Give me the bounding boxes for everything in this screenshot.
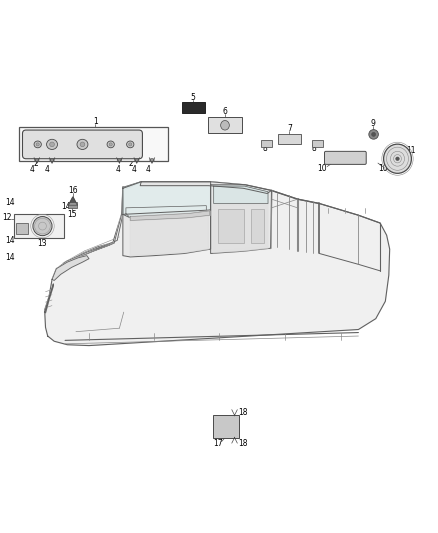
Text: 14: 14 xyxy=(61,202,71,211)
Ellipse shape xyxy=(129,143,132,146)
FancyBboxPatch shape xyxy=(261,140,272,147)
FancyBboxPatch shape xyxy=(16,223,28,234)
Text: 18: 18 xyxy=(238,439,248,448)
Polygon shape xyxy=(69,197,77,205)
Ellipse shape xyxy=(49,142,54,147)
Ellipse shape xyxy=(117,158,122,161)
Ellipse shape xyxy=(50,158,54,161)
Ellipse shape xyxy=(127,141,134,148)
Ellipse shape xyxy=(80,142,85,147)
FancyBboxPatch shape xyxy=(182,102,205,112)
Text: 5: 5 xyxy=(191,93,196,102)
Text: 1: 1 xyxy=(93,117,98,126)
Text: 12: 12 xyxy=(3,213,12,222)
Ellipse shape xyxy=(134,158,139,161)
Ellipse shape xyxy=(384,144,411,173)
Text: 16: 16 xyxy=(68,186,78,195)
Text: 4: 4 xyxy=(116,165,121,174)
FancyBboxPatch shape xyxy=(251,209,264,244)
Ellipse shape xyxy=(46,139,57,149)
Ellipse shape xyxy=(221,120,230,130)
Text: 7: 7 xyxy=(287,124,292,133)
FancyBboxPatch shape xyxy=(219,209,244,244)
Text: 4: 4 xyxy=(45,165,49,174)
FancyBboxPatch shape xyxy=(325,151,366,164)
Text: 6: 6 xyxy=(223,107,227,116)
Polygon shape xyxy=(123,210,211,257)
Text: 11: 11 xyxy=(406,147,415,156)
Text: 4: 4 xyxy=(132,165,137,174)
Polygon shape xyxy=(215,205,266,251)
FancyBboxPatch shape xyxy=(278,134,301,144)
Text: 9: 9 xyxy=(371,119,376,127)
Ellipse shape xyxy=(36,143,39,146)
Ellipse shape xyxy=(396,157,399,160)
Ellipse shape xyxy=(77,139,88,149)
Polygon shape xyxy=(45,182,390,345)
Text: 18: 18 xyxy=(238,408,248,417)
Text: 4: 4 xyxy=(29,165,34,174)
Polygon shape xyxy=(59,188,123,268)
Text: 10: 10 xyxy=(378,164,388,173)
Text: 14: 14 xyxy=(5,198,15,207)
Text: 17: 17 xyxy=(213,439,223,448)
Ellipse shape xyxy=(369,130,378,139)
Text: 4: 4 xyxy=(146,165,151,174)
Polygon shape xyxy=(45,284,53,313)
Text: 3: 3 xyxy=(64,152,69,161)
FancyBboxPatch shape xyxy=(68,202,77,208)
Text: 10: 10 xyxy=(318,164,327,173)
Polygon shape xyxy=(52,256,89,280)
Text: 2: 2 xyxy=(33,159,38,168)
FancyBboxPatch shape xyxy=(312,140,323,147)
Text: 8: 8 xyxy=(262,144,267,154)
Ellipse shape xyxy=(109,143,112,146)
Ellipse shape xyxy=(107,141,114,148)
Ellipse shape xyxy=(35,158,39,161)
Text: 8: 8 xyxy=(312,144,316,154)
Text: 14: 14 xyxy=(5,236,15,245)
Polygon shape xyxy=(130,215,208,256)
FancyBboxPatch shape xyxy=(22,130,142,159)
Text: 15: 15 xyxy=(67,210,77,219)
Ellipse shape xyxy=(372,132,375,136)
FancyBboxPatch shape xyxy=(208,117,241,133)
Polygon shape xyxy=(130,211,210,221)
FancyBboxPatch shape xyxy=(18,126,168,161)
Ellipse shape xyxy=(150,158,154,161)
Polygon shape xyxy=(214,186,268,204)
Polygon shape xyxy=(140,182,272,193)
Text: 2: 2 xyxy=(128,159,133,168)
Polygon shape xyxy=(213,204,268,253)
Ellipse shape xyxy=(33,216,52,236)
Polygon shape xyxy=(211,185,272,254)
FancyBboxPatch shape xyxy=(14,214,64,238)
Ellipse shape xyxy=(34,141,41,148)
Polygon shape xyxy=(123,182,211,218)
FancyBboxPatch shape xyxy=(213,415,239,438)
Text: 14: 14 xyxy=(5,253,15,262)
Text: 3: 3 xyxy=(109,152,114,161)
Text: 13: 13 xyxy=(38,239,47,247)
